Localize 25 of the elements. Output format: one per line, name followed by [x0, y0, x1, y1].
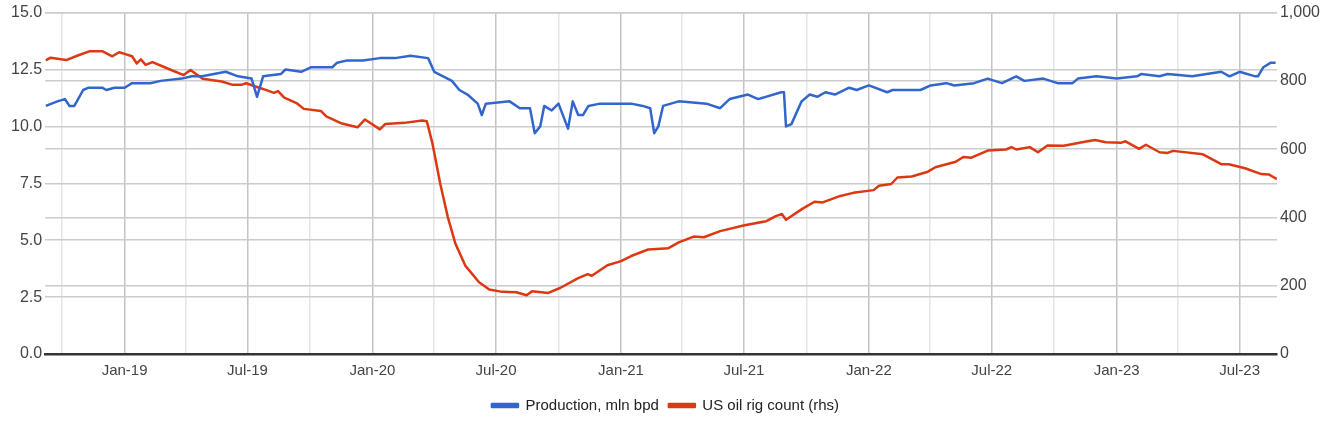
x-tick-label: Jan-22	[845, 361, 892, 379]
y-tick-label: 10.0	[11, 116, 43, 134]
y2-tick-label: 800	[1279, 71, 1307, 89]
x-tick-label: Jul-19	[227, 361, 268, 379]
y-tick-label: 0.0	[19, 344, 43, 362]
x-tick-label: Jan-20	[349, 361, 396, 379]
y-tick-label: 12.5	[11, 59, 43, 77]
y2-tick-label: 200	[1279, 276, 1307, 294]
legend-label: Production, mln bpd	[525, 395, 659, 413]
y-tick-label: 7.5	[19, 173, 43, 191]
x-tick-label: Jan-23	[1093, 361, 1140, 379]
y2-tick-label: 0	[1279, 344, 1289, 362]
legend-label: US oil rig count (rhs)	[702, 395, 840, 413]
x-tick-label: Jul-22	[971, 361, 1013, 379]
y-tick-label: 5.0	[19, 230, 43, 248]
x-tick-label: Jul-21	[723, 361, 765, 379]
y2-tick-label: 400	[1279, 207, 1307, 225]
x-tick-label: Jul-20	[475, 361, 517, 379]
y2-tick-label: 1,000	[1279, 3, 1321, 21]
x-tick-label: Jan-21	[598, 361, 644, 379]
x-tick-label: Jan-19	[101, 361, 148, 379]
x-tick-label: Jul-23	[1219, 361, 1261, 379]
y-tick-label: 15.0	[11, 3, 43, 21]
y2-tick-label: 600	[1279, 139, 1307, 157]
y-tick-label: 2.5	[19, 287, 43, 305]
